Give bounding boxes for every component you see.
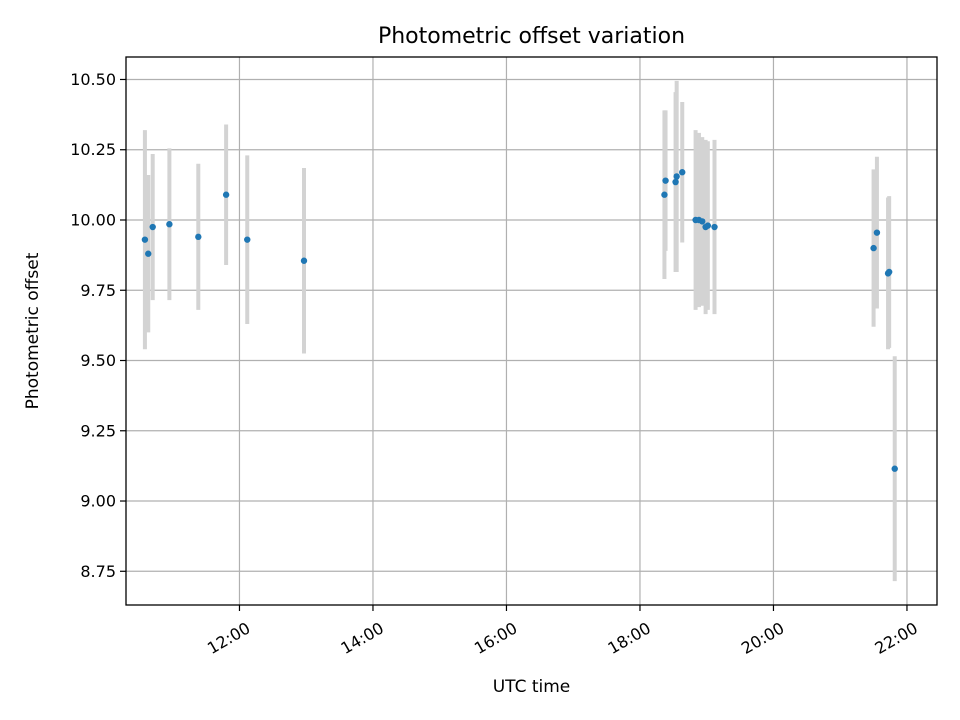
plot-frame <box>125 56 938 606</box>
y-axis-label: Photometric offset <box>23 252 43 409</box>
y-tick-label: 9.00 <box>80 492 116 511</box>
data-point <box>145 250 152 257</box>
y-tick-label: 9.25 <box>80 421 116 440</box>
data-point <box>141 236 149 243</box>
data-point <box>873 229 881 236</box>
y-tick-label: 10.00 <box>70 210 116 229</box>
data-point <box>149 223 156 231</box>
data-points <box>141 169 898 472</box>
grid <box>126 57 937 605</box>
y-tick-label: 8.75 <box>80 562 116 581</box>
data-point <box>704 222 712 229</box>
data-point <box>679 169 686 176</box>
data-point <box>673 173 680 180</box>
y-axis-ticks: 8.75 9.00 9.25 9.50 9.75 10.00 10.25 10.50 <box>70 70 126 581</box>
data-point <box>222 191 230 198</box>
data-point <box>711 223 718 231</box>
data-point <box>870 244 877 252</box>
x-axis-label: UTC time <box>493 677 571 697</box>
data-point <box>166 221 173 228</box>
data-point <box>661 191 668 198</box>
data-point <box>662 177 669 184</box>
data-point <box>699 218 706 225</box>
y-tick-label: 9.50 <box>80 351 116 370</box>
data-point <box>300 257 308 264</box>
y-tick-label: 10.25 <box>70 140 116 159</box>
y-tick-label: 9.75 <box>80 281 116 300</box>
data-point <box>672 178 679 186</box>
data-point <box>891 465 898 472</box>
chart-title: Photometric offset variation <box>378 24 685 49</box>
data-point <box>244 236 251 243</box>
data-point <box>195 233 202 241</box>
y-tick-label: 10.50 <box>70 70 116 89</box>
data-point <box>885 268 893 276</box>
